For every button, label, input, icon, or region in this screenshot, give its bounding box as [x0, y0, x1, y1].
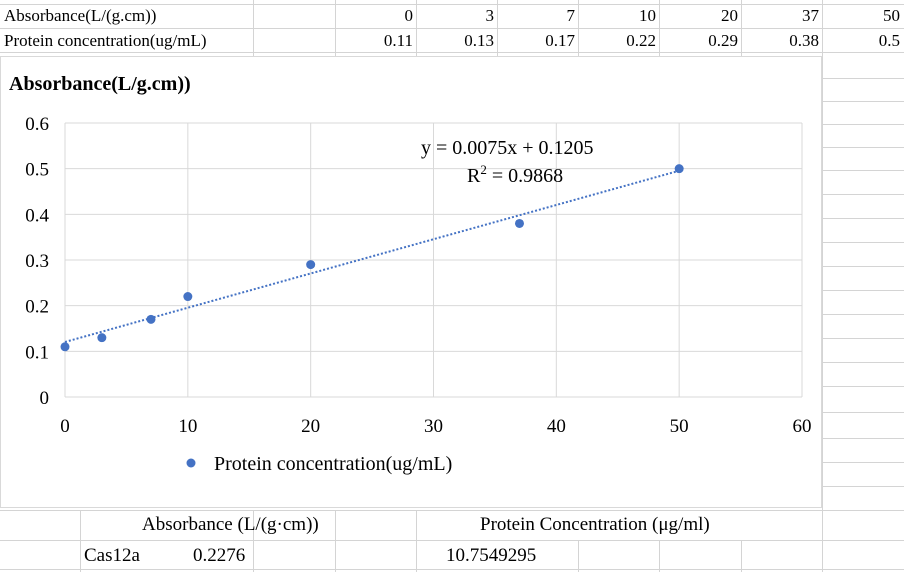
row2-value-cell[interactable]: 0.38 — [789, 31, 819, 50]
row1-value-cell[interactable]: 37 — [802, 6, 819, 25]
x-tick-label: 30 — [424, 416, 443, 437]
x-tick-label: 40 — [547, 416, 566, 437]
chart-svg: Absorbance(L/g.cm)) 00.10.20.30.40.50.60… — [9, 73, 812, 475]
row2-value-cell[interactable]: 0.22 — [626, 31, 656, 50]
y-tick-label: 0.4 — [25, 205, 49, 226]
result-header-concentration[interactable]: Protein Concentration (μg/ml) — [480, 514, 710, 535]
trendline-path — [64, 169, 680, 343]
chart-tick-labels: 0 0.1 0.2 0.3 0.4 0.5 0.6 0 10 20 30 40 50 60 — [25, 114, 811, 437]
y-tick-label: 0.1 — [25, 342, 49, 363]
row1-value-cell[interactable]: 10 — [639, 6, 656, 25]
scatter-chart[interactable]: Absorbance(L/g.cm)) 0 0.1 0.2 0.3 0.4 0.5 0.6 0… — [0, 56, 822, 508]
x-tick-label: 20 — [301, 416, 320, 437]
data-point — [97, 333, 107, 343]
trendline-equation: y = 0.0075x + 0.1205 — [421, 137, 594, 159]
data-points — [60, 164, 684, 352]
y-tick-label: 0.5 — [25, 160, 49, 181]
x-tick-label: 60 — [793, 416, 812, 437]
legend-label: Protein concentration(ug/mL) — [214, 453, 452, 475]
trendline-r2: R2 = 0.9868 — [467, 162, 563, 187]
row1-label[interactable]: Absorbance(L/(g.cm)) — [4, 6, 157, 25]
row2-value-cell[interactable]: 0.5 — [878, 31, 900, 50]
result-label[interactable]: Cas12a — [84, 545, 140, 566]
result-header-absorbance[interactable]: Absorbance (L/(g·cm)) — [142, 514, 319, 535]
legend-marker — [186, 458, 196, 468]
row2-value-cell[interactable]: 0.17 — [545, 31, 575, 50]
x-tick-label: 50 — [670, 416, 689, 437]
row1-value-cell[interactable]: 20 — [721, 6, 738, 25]
r2-label: R — [467, 165, 481, 187]
chart-title: Absorbance(L/g.cm)) — [9, 73, 191, 95]
row1-value-cell[interactable]: 3 — [485, 6, 495, 25]
y-tick-label: 0.6 — [25, 114, 49, 135]
y-tick-label: 0.3 — [25, 251, 49, 272]
data-point — [146, 314, 156, 324]
y-tick-label: 0 — [40, 388, 50, 409]
row1-value-cell[interactable]: 0 — [404, 6, 414, 25]
r2-superscript: 2 — [480, 162, 487, 177]
chart-gridlines — [64, 122, 803, 398]
data-point — [306, 260, 316, 270]
row2-value-cell[interactable]: 0.29 — [708, 31, 738, 50]
x-tick-label: 10 — [178, 416, 197, 437]
row1-value-cell[interactable]: 7 — [566, 6, 576, 25]
data-point — [60, 342, 70, 352]
data-point — [514, 218, 524, 228]
row1-value-cell[interactable]: 50 — [883, 6, 900, 25]
result-absorbance[interactable]: 0.2276 — [193, 545, 246, 566]
row2-value-cell[interactable]: 0.13 — [464, 31, 494, 50]
data-point — [183, 292, 193, 302]
row2-value-cell[interactable]: 0.11 — [383, 31, 413, 50]
trendline — [64, 169, 680, 343]
x-tick-label: 0 — [60, 416, 70, 437]
r2-value: = 0.9868 — [487, 165, 563, 187]
data-point — [674, 164, 684, 174]
y-tick-label: 0.2 — [25, 297, 49, 318]
result-concentration[interactable]: 10.7549295 — [446, 545, 537, 566]
row2-label[interactable]: Protein concentration(ug/mL) — [4, 31, 207, 50]
